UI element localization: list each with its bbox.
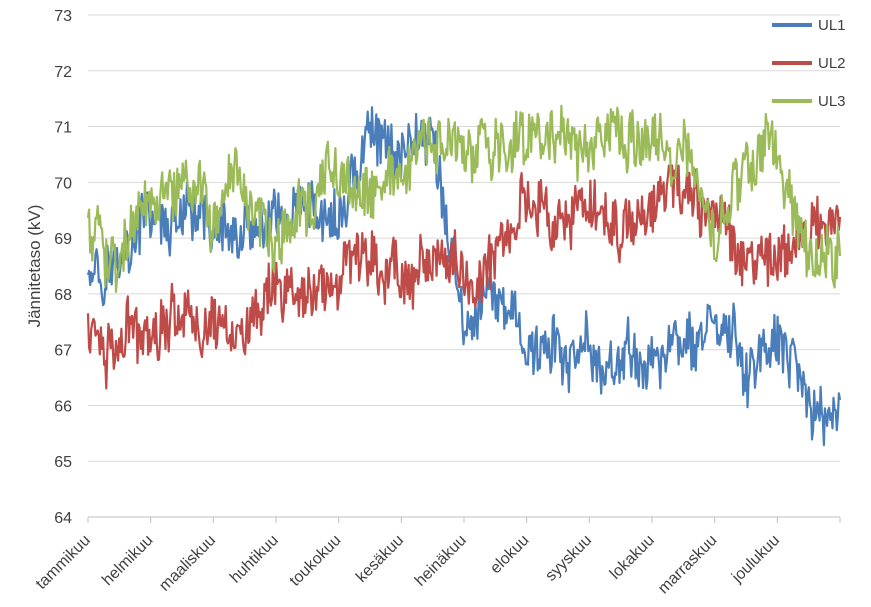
y-tick-label: 69 bbox=[54, 231, 72, 248]
legend: UL1 UL2 UL3 bbox=[772, 17, 846, 110]
series-line-ul3 bbox=[86, 104, 842, 293]
x-tick-label: helmikuu bbox=[99, 532, 156, 589]
axes: 64 65 66 67 68 69 70 71 72 73 tammikuu helmikuu maal… bbox=[33, 8, 841, 597]
x-tick-label: elokuu bbox=[487, 532, 532, 577]
x-tick-label: syyskuu bbox=[542, 532, 595, 585]
y-tick-label: 68 bbox=[54, 287, 72, 304]
x-tick-label: toukokuu bbox=[287, 532, 345, 590]
y-tick-label: 67 bbox=[54, 343, 72, 360]
y-axis-title: Jännitetaso (kV) bbox=[25, 205, 44, 328]
y-tick-label: 64 bbox=[54, 510, 72, 527]
x-tick-label: heinäkuu bbox=[412, 532, 470, 590]
gridlines bbox=[88, 14, 840, 462]
y-tick-label: 72 bbox=[54, 64, 72, 81]
x-tick-label: kesäkuu bbox=[353, 532, 407, 586]
x-tick-label: lokakuu bbox=[607, 532, 658, 583]
series-line-ul2 bbox=[86, 164, 842, 390]
legend-label-ul2: UL2 bbox=[818, 55, 846, 72]
legend-label-ul3: UL3 bbox=[818, 93, 846, 110]
y-tick-label: 65 bbox=[54, 454, 72, 471]
x-tick-label: joulukuu bbox=[728, 532, 783, 587]
x-tick-label: marraskuu bbox=[655, 532, 720, 597]
y-tick-label: 66 bbox=[54, 398, 72, 415]
x-tick-label: tammikuu bbox=[33, 532, 94, 593]
legend-label-ul1: UL1 bbox=[818, 17, 846, 34]
series-lines bbox=[86, 104, 842, 447]
x-tick-label: maaliskuu bbox=[156, 532, 219, 595]
y-tick-label: 70 bbox=[54, 175, 72, 192]
x-tick-label: huhtikuu bbox=[227, 532, 282, 587]
y-tick-label: 73 bbox=[54, 8, 72, 25]
y-tick-label: 71 bbox=[54, 120, 72, 137]
